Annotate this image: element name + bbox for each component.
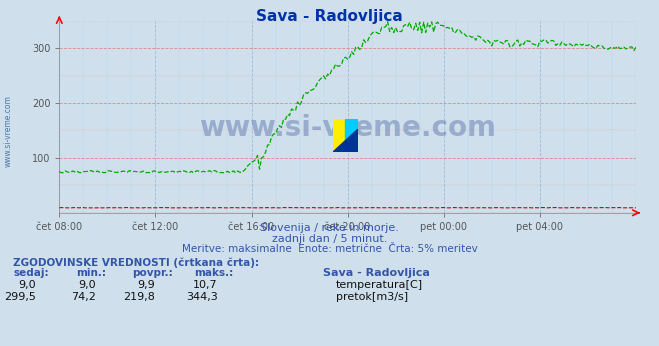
- Text: 9,0: 9,0: [78, 280, 96, 290]
- Bar: [333, 119, 345, 152]
- Text: Sava - Radovljica: Sava - Radovljica: [256, 9, 403, 24]
- Polygon shape: [333, 129, 358, 152]
- Text: www.si-vreme.com: www.si-vreme.com: [3, 95, 13, 167]
- Text: 299,5: 299,5: [5, 292, 36, 302]
- Text: www.si-vreme.com: www.si-vreme.com: [199, 114, 496, 142]
- Text: zadnji dan / 5 minut.: zadnji dan / 5 minut.: [272, 234, 387, 244]
- Text: Meritve: maksimalne  Enote: metrične  Črta: 5% meritev: Meritve: maksimalne Enote: metrične Črta…: [182, 244, 477, 254]
- Text: temperatura[C]: temperatura[C]: [336, 280, 423, 290]
- Text: ZGODOVINSKE VREDNOSTI (črtkana črta):: ZGODOVINSKE VREDNOSTI (črtkana črta):: [13, 258, 259, 268]
- Text: sedaj:: sedaj:: [13, 268, 49, 278]
- Text: pretok[m3/s]: pretok[m3/s]: [336, 292, 408, 302]
- Text: 9,0: 9,0: [18, 280, 36, 290]
- Text: Slovenija / reke in morje.: Slovenija / reke in morje.: [260, 223, 399, 233]
- Text: 344,3: 344,3: [186, 292, 217, 302]
- Text: povpr.:: povpr.:: [132, 268, 173, 278]
- Text: 219,8: 219,8: [123, 292, 155, 302]
- Bar: [345, 119, 358, 152]
- Text: 74,2: 74,2: [71, 292, 96, 302]
- Text: maks.:: maks.:: [194, 268, 234, 278]
- Text: 10,7: 10,7: [193, 280, 217, 290]
- Text: Sava - Radovljica: Sava - Radovljica: [323, 268, 430, 278]
- Text: 9,9: 9,9: [137, 280, 155, 290]
- Text: min.:: min.:: [76, 268, 106, 278]
